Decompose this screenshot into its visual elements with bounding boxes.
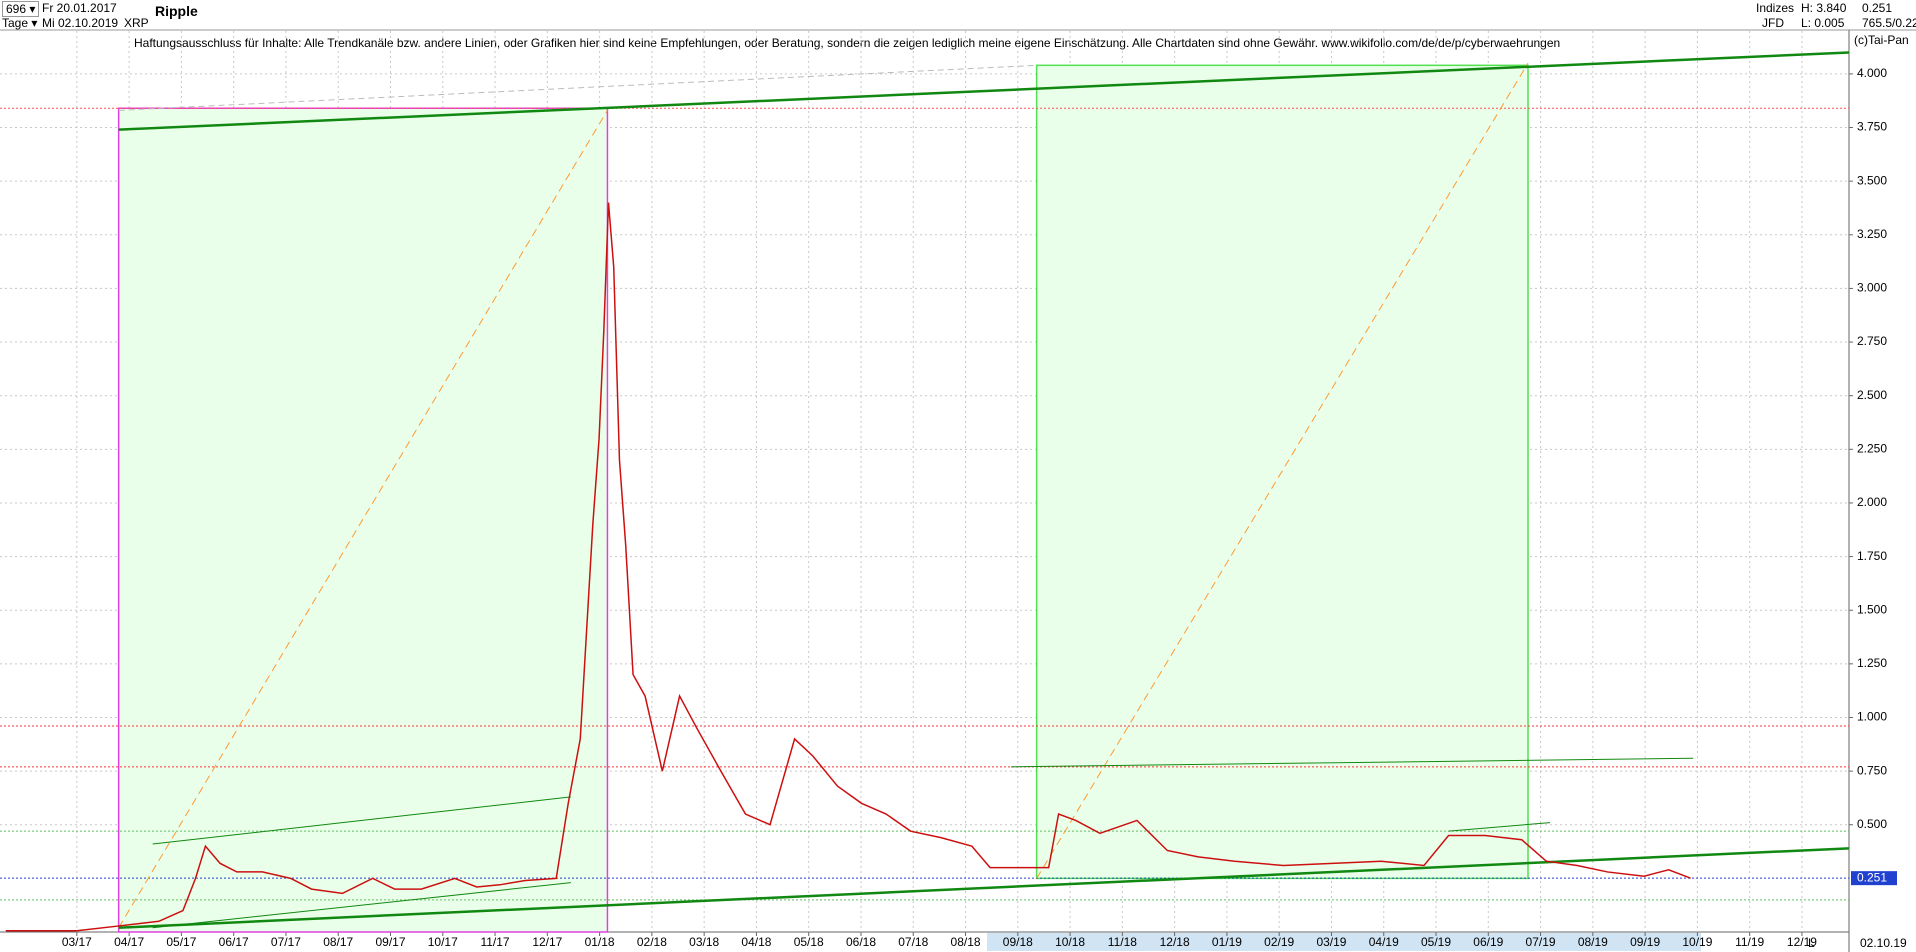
to-date: Mi 02.10.2019 (42, 16, 119, 30)
trend-line (1011, 757, 1694, 768)
from-date: Fr 20.01.2017 (42, 1, 117, 15)
y-tick-label: 2.000 (1857, 495, 1887, 509)
x-tick-label: 07/19 (1526, 935, 1556, 949)
trend-line (118, 51, 1850, 131)
x-tick-label: 02/19 (1264, 935, 1294, 949)
x-tick-label: 03/18 (689, 935, 719, 949)
x-tick-label: 03/17 (62, 935, 92, 949)
x-tick-label: 10/17 (428, 935, 458, 949)
trend-line (1036, 62, 1529, 879)
x-tick-label: 12/19 (1787, 935, 1817, 949)
x-tick-label: 11/18 (1108, 935, 1137, 949)
y-tick-label: 1.500 (1857, 602, 1887, 616)
count: 696 (6, 2, 27, 16)
y-tick-label: 1.750 (1857, 549, 1887, 563)
x-tick-label: 06/18 (846, 935, 876, 949)
x-tick-label: 09/19 (1630, 935, 1660, 949)
level-label-box (1851, 871, 1897, 886)
group: Indizes (1756, 1, 1795, 15)
y-tick-label: 3.750 (1857, 120, 1887, 134)
x-tick-label: 01/18 (585, 935, 615, 949)
price-line (5, 202, 1691, 932)
high: H: 3.840 (1801, 1, 1847, 15)
axis-highlight (987, 933, 1701, 951)
x-tick-label: 09/17 (375, 935, 405, 949)
x-tick-label: 10/19 (1682, 935, 1712, 949)
symbol: XRP (124, 16, 149, 30)
period-text: Tage (2, 16, 29, 30)
source: JFD (1762, 16, 1784, 30)
period[interactable]: Tage ▾ (2, 16, 38, 30)
x-tick-label: 06/17 (219, 935, 249, 949)
name: Ripple (155, 3, 198, 19)
x-tick-label: 08/19 (1578, 935, 1608, 949)
last: 0.251 (1862, 1, 1893, 15)
x-tick-label: 08/17 (323, 935, 353, 949)
x-tick-label: 04/17 (114, 935, 144, 949)
count-box[interactable]: 696 ▾ (2, 1, 40, 17)
extra: 765.5/0.22 (1862, 16, 1916, 30)
x-tick-label: 05/19 (1421, 935, 1451, 949)
x-tick-label: 04/18 (741, 935, 771, 949)
trend-line (152, 796, 571, 845)
x-tick-label: 08/18 (951, 935, 981, 949)
y-tick-label: 3.250 (1857, 227, 1887, 241)
y-tick-label: 2.500 (1857, 388, 1887, 402)
x-tick-label: 11/17 (480, 935, 509, 949)
x-tick-label: 02/18 (637, 935, 667, 949)
y-tick-label: 2.750 (1857, 334, 1887, 348)
y-tick-label: 0.750 (1857, 763, 1887, 777)
y-tick-label: 2.250 (1857, 441, 1887, 455)
y-tick-label: 1.250 (1857, 656, 1887, 670)
y-tick-label: 3.500 (1857, 173, 1887, 187)
x-tick-label: 05/18 (794, 935, 824, 949)
x-tick-label: 09/18 (1003, 935, 1033, 949)
x-tick-label: 12/17 (532, 935, 562, 949)
copyright: (c)Tai-Pan (1854, 33, 1909, 47)
x-tick-label: 07/17 (271, 935, 301, 949)
trend-line (118, 64, 1037, 111)
level-label: 0.251 (1857, 870, 1887, 884)
zone (1035, 64, 1529, 880)
disclaimer: Haftungsausschluss für Inhalte: Alle Tre… (134, 36, 1561, 50)
x-tick-label: 03/19 (1316, 935, 1346, 949)
x-tick-label: 06/19 (1473, 935, 1503, 949)
trend-line (118, 110, 608, 928)
x-tick-label: 10/18 (1055, 935, 1085, 949)
x-tick-label: 04/19 (1369, 935, 1399, 949)
x-tick-label: 12/18 (1160, 935, 1190, 949)
x-tick-label: 07/18 (898, 935, 928, 949)
low: L: 0.005 (1801, 16, 1845, 30)
scale-mode: L (1808, 936, 1815, 950)
trend-line (1448, 822, 1551, 832)
y-tick-label: 3.000 (1857, 281, 1887, 295)
x-tick-label: 05/17 (166, 935, 196, 949)
trend-line (118, 847, 1850, 929)
end-date: 02.10.19 (1860, 936, 1907, 950)
x-tick-label: 01/19 (1212, 935, 1242, 949)
zone (117, 107, 609, 933)
trend-line (152, 882, 571, 929)
x-tick-label: 11/19 (1735, 935, 1764, 949)
y-tick-label: 4.000 (1857, 66, 1887, 80)
y-tick-label: 1.000 (1857, 710, 1887, 724)
y-tick-label: 0.500 (1857, 817, 1887, 831)
